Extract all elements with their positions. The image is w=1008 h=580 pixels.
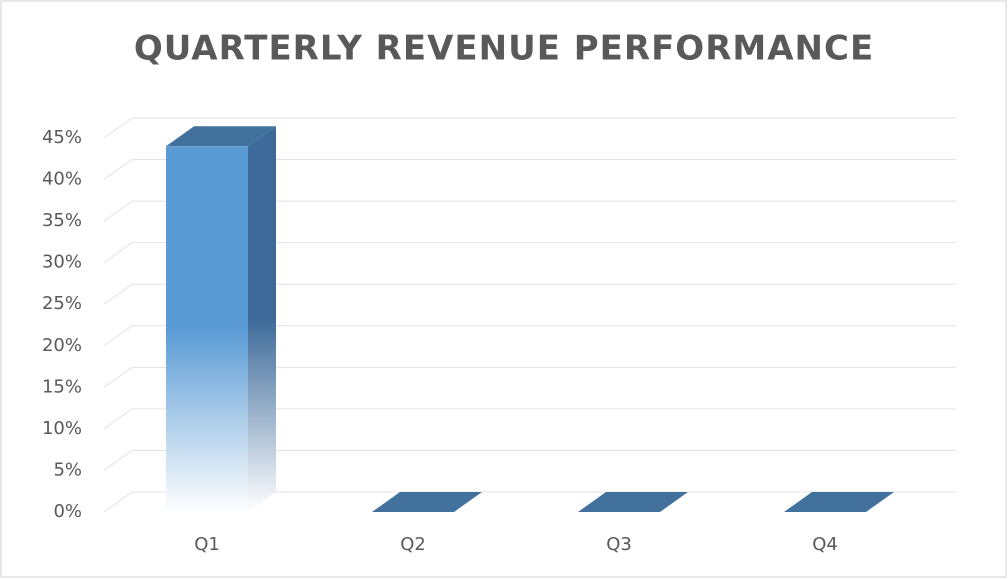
y-tick-label: 20% [42,335,82,356]
bar [372,492,482,512]
x-tick-label: Q4 [812,534,838,555]
x-tick-label: Q2 [400,534,426,555]
y-tick-label: 30% [42,252,82,273]
grid-line [103,408,956,430]
y-tick-label: 15% [42,376,82,397]
chart-title: QUARTERLY REVENUE PERFORMANCE [134,29,874,69]
y-tick-label: 45% [42,127,82,148]
bar-side [248,126,276,513]
y-tick-label: 10% [42,418,82,439]
grid-line [103,159,956,180]
y-tick-label: 0% [53,501,82,522]
grid-line [103,325,956,347]
x-tick-label: Q1 [194,534,220,555]
bar [166,126,276,513]
bar-front [166,146,248,513]
x-tick-label: Q3 [606,534,632,555]
grid-line [103,449,956,471]
bar [784,492,894,512]
bar-top [784,492,894,512]
grid-line [103,283,956,305]
bar-top [166,126,276,147]
bar-top [578,492,688,512]
grid-line [103,200,956,222]
grid-line [103,242,956,264]
y-tick-label: 5% [53,459,82,480]
y-tick-label: 25% [42,293,82,314]
grid-line [103,366,956,388]
y-tick-label: 40% [42,169,82,190]
grid-line [103,117,956,139]
bar [578,492,688,512]
bar-top [372,492,482,512]
y-tick-label: 35% [42,210,82,231]
